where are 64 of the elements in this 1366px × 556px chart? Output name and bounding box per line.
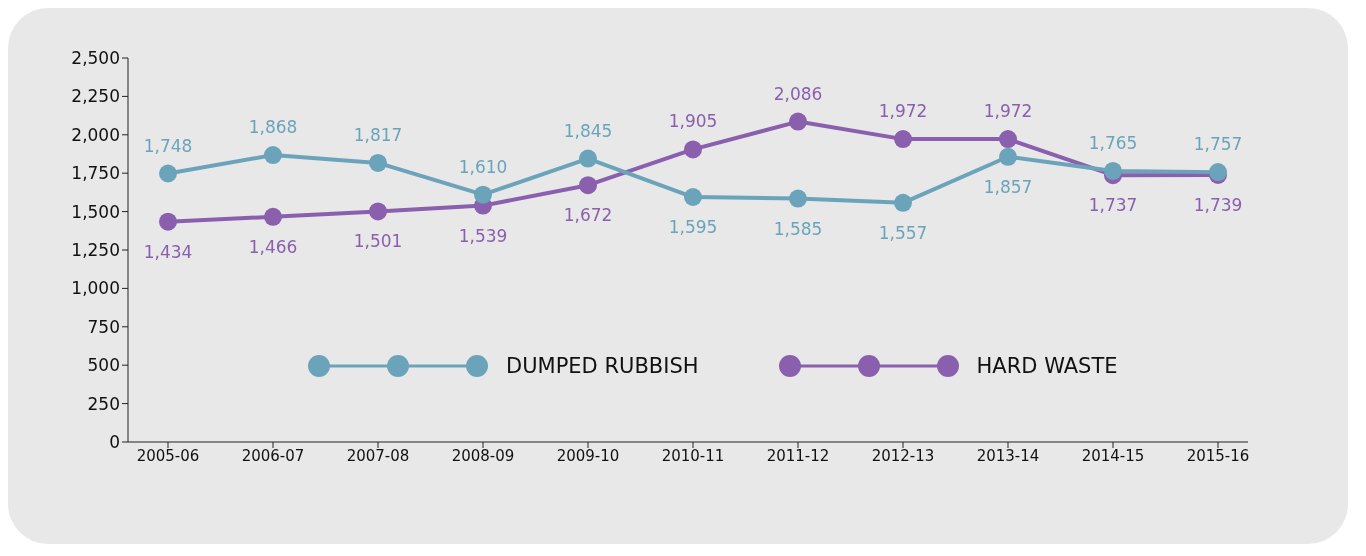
y-tick-label: 1,000 bbox=[71, 278, 120, 299]
y-tick-label: 500 bbox=[87, 355, 120, 376]
data-label: 1,585 bbox=[773, 218, 823, 239]
x-tick-label: 2014-15 bbox=[1081, 446, 1145, 465]
x-tick-label: 2011-12 bbox=[766, 446, 830, 465]
data-label: 1,757 bbox=[1193, 134, 1243, 155]
data-label: 1,868 bbox=[248, 117, 298, 138]
data-label: 1,434 bbox=[143, 241, 193, 262]
x-tick-label: 2008-09 bbox=[451, 446, 515, 465]
point bbox=[159, 212, 177, 231]
point bbox=[684, 188, 702, 207]
data-label: 1,539 bbox=[458, 225, 508, 246]
legend-label: HARD WASTE bbox=[976, 354, 1118, 378]
y-tick-label: 0 bbox=[109, 432, 120, 453]
data-label: 1,905 bbox=[668, 111, 718, 132]
x-tick-label: 2009-10 bbox=[556, 446, 620, 465]
y-tick-label: 1,500 bbox=[71, 201, 120, 222]
point bbox=[684, 140, 702, 159]
data-label: 1,857 bbox=[983, 176, 1033, 197]
data-label: 1,972 bbox=[983, 101, 1033, 122]
point bbox=[789, 112, 807, 131]
legend-label: DUMPED RUBBISH bbox=[506, 354, 699, 378]
data-label: 2,086 bbox=[773, 83, 823, 104]
data-label: 1,817 bbox=[353, 124, 403, 145]
data-label: 1,595 bbox=[668, 217, 718, 238]
data-label: 1,739 bbox=[1193, 194, 1243, 215]
data-label: 1,557 bbox=[878, 222, 928, 243]
data-label: 1,748 bbox=[143, 135, 193, 156]
x-tick-label: 2013-14 bbox=[976, 446, 1040, 465]
data-label: 1,765 bbox=[1088, 132, 1138, 153]
point bbox=[999, 130, 1017, 149]
point bbox=[579, 176, 597, 195]
data-label: 1,466 bbox=[248, 236, 298, 257]
x-tick-label: 2010-11 bbox=[661, 446, 725, 465]
point bbox=[894, 130, 912, 149]
x-tick-label: 2015-16 bbox=[1186, 446, 1250, 465]
y-tick-label: 2,250 bbox=[71, 86, 120, 107]
x-tick-label: 2005-06 bbox=[136, 446, 200, 465]
point bbox=[894, 193, 912, 212]
point bbox=[474, 185, 492, 204]
data-label: 1,737 bbox=[1088, 195, 1138, 216]
y-tick-label: 750 bbox=[87, 316, 120, 337]
point bbox=[369, 202, 387, 221]
point bbox=[1104, 161, 1122, 180]
point bbox=[264, 207, 282, 226]
point bbox=[999, 147, 1017, 166]
y-tick-label: 2,500 bbox=[71, 48, 120, 69]
data-label: 1,845 bbox=[563, 120, 613, 141]
point bbox=[789, 189, 807, 208]
data-label: 1,672 bbox=[563, 205, 613, 226]
y-tick-label: 2,000 bbox=[71, 124, 120, 145]
point bbox=[579, 149, 597, 168]
x-tick-label: 2007-08 bbox=[346, 446, 410, 465]
y-tick-label: 1,750 bbox=[71, 163, 120, 184]
point bbox=[159, 164, 177, 183]
data-label: 1,610 bbox=[458, 156, 508, 177]
x-tick-label: 2006-07 bbox=[241, 446, 305, 465]
y-tick-label: 1,250 bbox=[71, 240, 120, 261]
x-tick-label: 2012-13 bbox=[871, 446, 935, 465]
data-label: 1,972 bbox=[878, 101, 928, 122]
point bbox=[369, 153, 387, 172]
point bbox=[264, 146, 282, 165]
y-tick-label: 250 bbox=[87, 393, 120, 414]
data-label: 1,501 bbox=[353, 231, 403, 252]
